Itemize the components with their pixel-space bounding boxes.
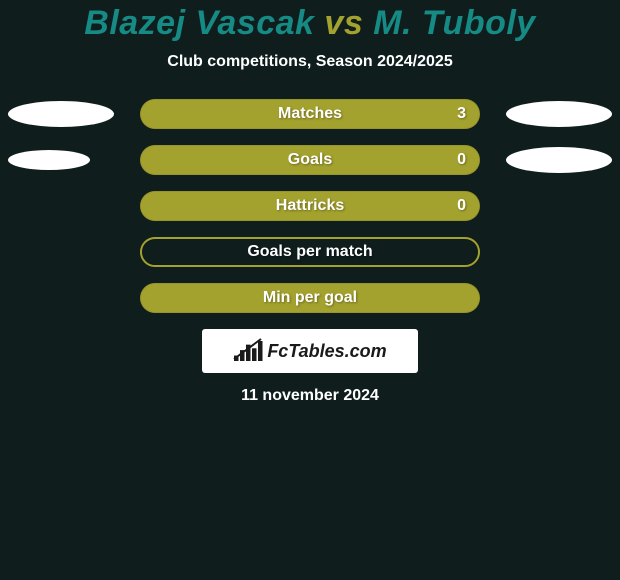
stat-bar: Min per goal [140,283,480,313]
vs-separator: vs [324,4,363,42]
stats-comparison-container: Blazej Vascak vs M. Tuboly Club competit… [0,0,620,580]
right-ellipse-icon [506,147,612,173]
stat-value-right: 0 [457,197,466,215]
stat-row: Goals per match [10,237,610,267]
stat-label: Goals per match [247,243,372,261]
stat-label: Goals [288,151,332,169]
stat-row: Goals 0 [10,145,610,175]
player2-name: M. Tuboly [373,4,536,42]
player1-name: Blazej Vascak [84,4,314,42]
page-title: Blazej Vascak vs M. Tuboly [0,4,620,43]
logo-box: FcTables.com [202,329,418,373]
subtitle: Club competitions, Season 2024/2025 [0,53,620,71]
stat-bar: Matches 3 [140,99,480,129]
logo-chart-icon [233,337,263,366]
stat-row: Hattricks 0 [10,191,610,221]
date-label: 11 november 2024 [0,387,620,405]
stat-value-right: 0 [457,151,466,169]
right-ellipse-icon [506,101,612,127]
stat-label: Min per goal [263,289,357,307]
left-ellipse-icon [8,150,90,170]
stat-bar: Goals per match [140,237,480,267]
logo-text: FcTables.com [267,341,386,362]
stat-row: Matches 3 [10,99,610,129]
stat-label: Matches [278,105,342,123]
stat-row: Min per goal [10,283,610,313]
stat-bar: Hattricks 0 [140,191,480,221]
stat-rows: Matches 3 Goals 0 Hattricks 0 Goals per match M… [0,99,620,313]
stat-value-right: 3 [457,105,466,123]
stat-label: Hattricks [276,197,344,215]
left-ellipse-icon [8,101,114,127]
stat-bar: Goals 0 [140,145,480,175]
